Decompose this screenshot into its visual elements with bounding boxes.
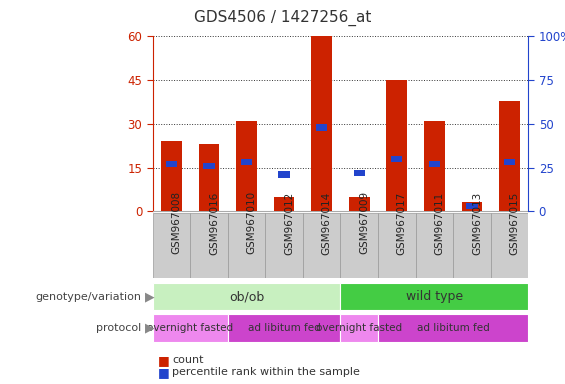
Text: ■: ■ — [158, 366, 170, 379]
Bar — [311, 36, 332, 211]
Text: GDS4506 / 1427256_at: GDS4506 / 1427256_at — [194, 10, 371, 26]
Text: ob/ob: ob/ob — [229, 290, 264, 303]
Bar — [203, 162, 215, 169]
Bar — [228, 314, 340, 342]
Text: GSM967013: GSM967013 — [472, 191, 482, 255]
Bar — [273, 197, 294, 211]
Text: percentile rank within the sample: percentile rank within the sample — [172, 367, 360, 377]
Bar — [466, 203, 477, 209]
Bar — [190, 213, 228, 278]
Text: count: count — [172, 355, 204, 365]
Bar — [340, 314, 378, 342]
Bar — [198, 144, 219, 211]
Text: ▶: ▶ — [145, 322, 155, 334]
Bar — [378, 314, 528, 342]
Bar — [153, 314, 228, 342]
Bar — [266, 213, 303, 278]
Text: genotype/variation: genotype/variation — [35, 291, 141, 302]
Text: ▶: ▶ — [145, 290, 155, 303]
Bar — [424, 121, 445, 211]
Text: overnight fasted: overnight fasted — [147, 323, 233, 333]
Text: GSM967012: GSM967012 — [284, 191, 294, 255]
Bar — [236, 121, 257, 211]
Text: ad libitum fed: ad libitum fed — [417, 323, 489, 333]
Text: ■: ■ — [158, 354, 170, 367]
Text: GSM967011: GSM967011 — [434, 191, 444, 255]
Bar — [490, 213, 528, 278]
Bar — [153, 213, 190, 278]
Bar — [391, 156, 402, 162]
Bar — [453, 213, 490, 278]
Text: GSM967016: GSM967016 — [209, 191, 219, 255]
Bar — [504, 159, 515, 166]
Bar — [153, 283, 340, 310]
Text: GSM967015: GSM967015 — [510, 191, 519, 255]
Bar — [378, 213, 416, 278]
Bar — [386, 80, 407, 211]
Bar — [429, 161, 440, 167]
Bar — [340, 283, 528, 310]
Bar — [241, 159, 252, 166]
Bar — [228, 213, 266, 278]
Bar — [303, 213, 340, 278]
Bar — [416, 213, 453, 278]
Text: ad libitum fed: ad libitum fed — [247, 323, 320, 333]
Text: overnight fasted: overnight fasted — [316, 323, 402, 333]
Text: GSM967009: GSM967009 — [359, 191, 369, 255]
Bar — [166, 161, 177, 167]
Text: protocol: protocol — [96, 323, 141, 333]
Text: GSM967017: GSM967017 — [397, 191, 407, 255]
Bar — [354, 170, 365, 176]
Bar — [340, 213, 378, 278]
Bar — [279, 171, 290, 178]
Text: wild type: wild type — [406, 290, 463, 303]
Bar — [161, 141, 182, 211]
Text: GSM967008: GSM967008 — [171, 191, 181, 255]
Bar — [349, 197, 370, 211]
Bar — [316, 124, 327, 131]
Text: GSM967010: GSM967010 — [246, 191, 257, 255]
Bar — [462, 202, 483, 211]
Text: GSM967014: GSM967014 — [321, 191, 332, 255]
Bar — [499, 101, 520, 211]
